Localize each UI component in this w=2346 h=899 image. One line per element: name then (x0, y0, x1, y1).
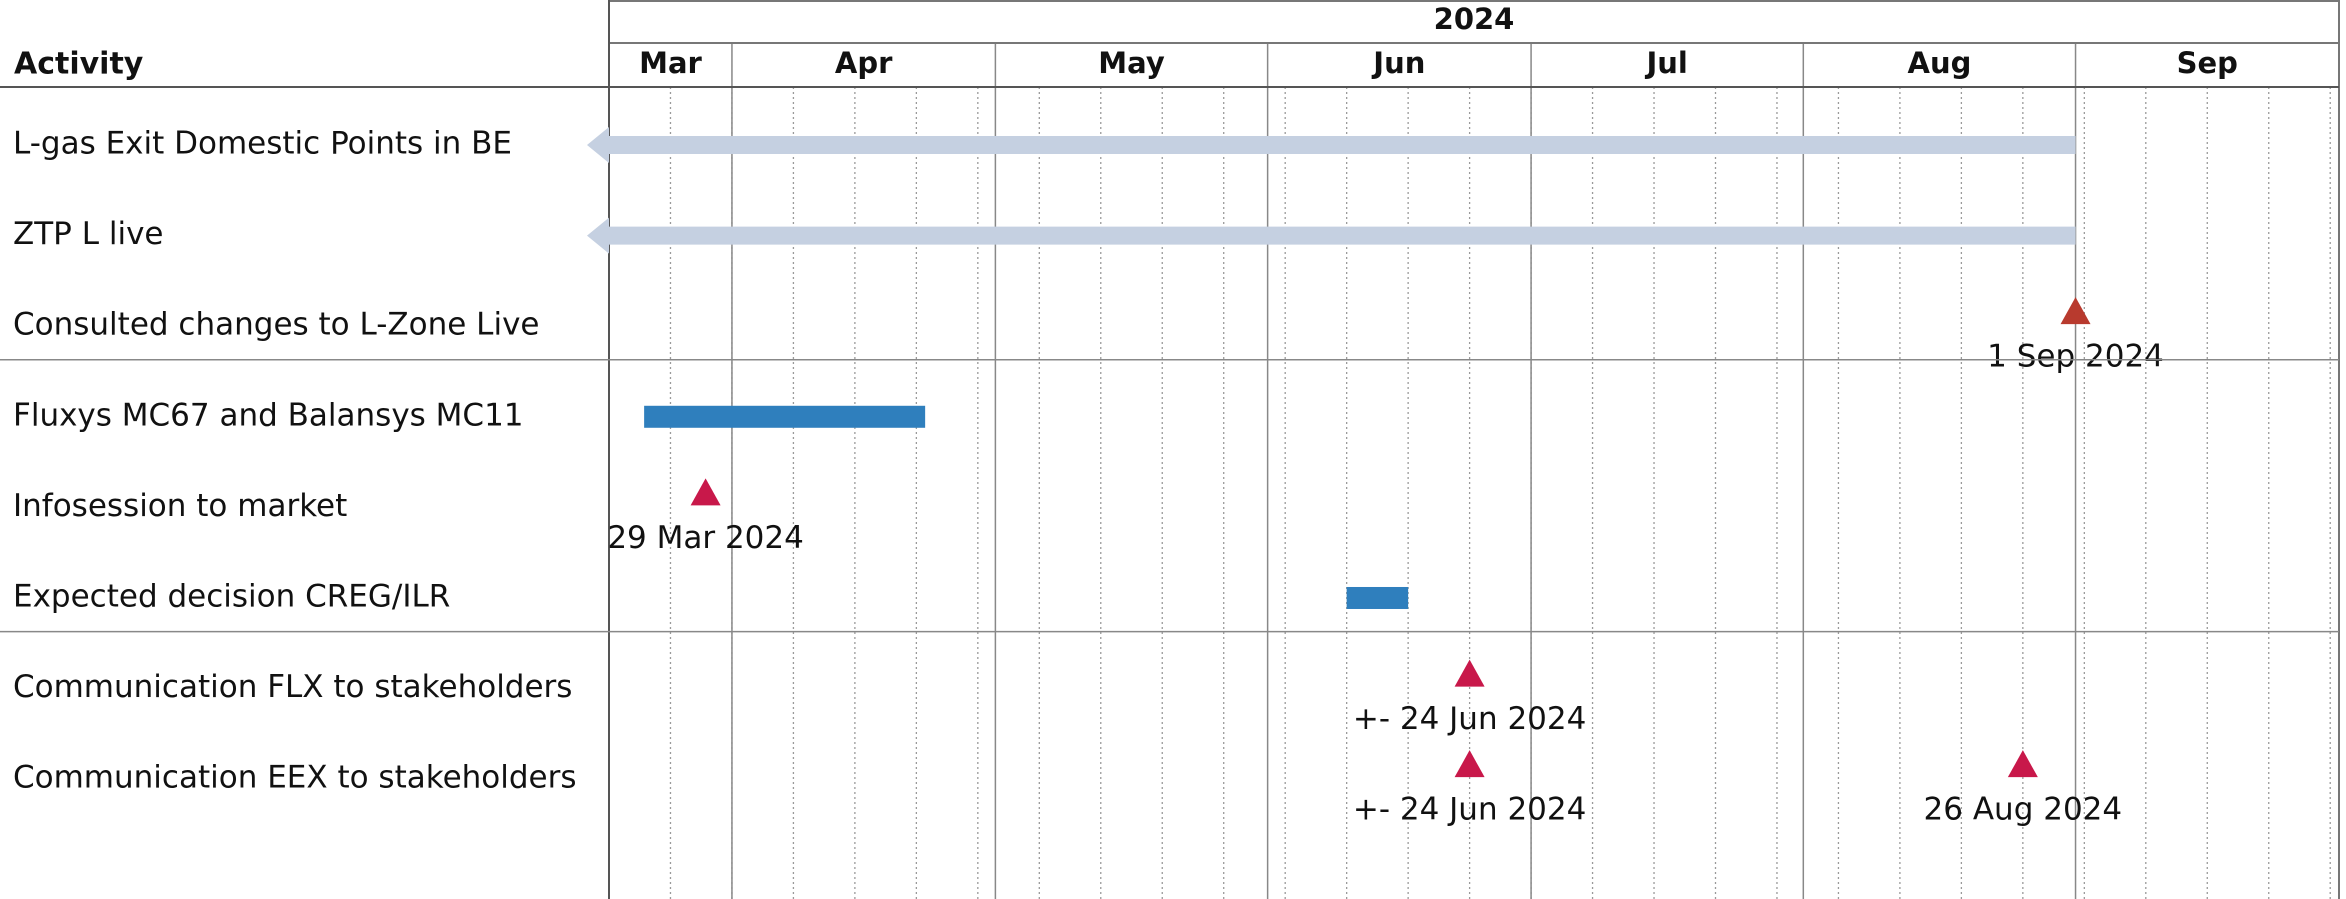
milestone-label: +- 24 Jun 2024 (1353, 792, 1587, 828)
task-bar (644, 405, 926, 428)
month-label: Mar (639, 46, 702, 80)
task-label: Consulted changes to L-Zone Live (13, 307, 540, 343)
task-label: Expected decision CREG/ILR (13, 578, 450, 614)
open-bar (587, 126, 2076, 163)
month-label: Sep (2177, 46, 2238, 80)
task-bar (1346, 586, 1409, 609)
milestone (2007, 750, 2038, 778)
year-label: 2024 (1434, 2, 1515, 36)
milestone-label: 29 Mar 2024 (607, 520, 804, 556)
month-label: Apr (835, 46, 893, 80)
milestone (1454, 750, 1485, 778)
month-label: May (1098, 46, 1165, 80)
month-label: Jul (1645, 46, 1688, 80)
milestone-label: 26 Aug 2024 (1924, 792, 2123, 828)
milestone-label: +- 24 Jun 2024 (1353, 701, 1587, 737)
header-activity: Activity (14, 47, 144, 82)
task-label: Infosession to market (13, 488, 347, 524)
task-label: Communication FLX to stakeholders (13, 669, 572, 705)
month-label: Jun (1371, 46, 1425, 80)
milestone (2060, 297, 2091, 325)
milestone (690, 478, 721, 506)
task-label: L-gas Exit Domestic Points in BE (13, 125, 512, 161)
month-label: Aug (1908, 46, 1972, 80)
task-label: Communication EEX to stakeholders (13, 760, 577, 796)
open-bar (587, 217, 2076, 254)
milestone (1454, 659, 1485, 687)
milestone-label: 1 Sep 2024 (1987, 339, 2164, 375)
task-label: ZTP L live (13, 216, 164, 252)
task-label: Fluxys MC67 and Balansys MC11 (13, 397, 524, 433)
